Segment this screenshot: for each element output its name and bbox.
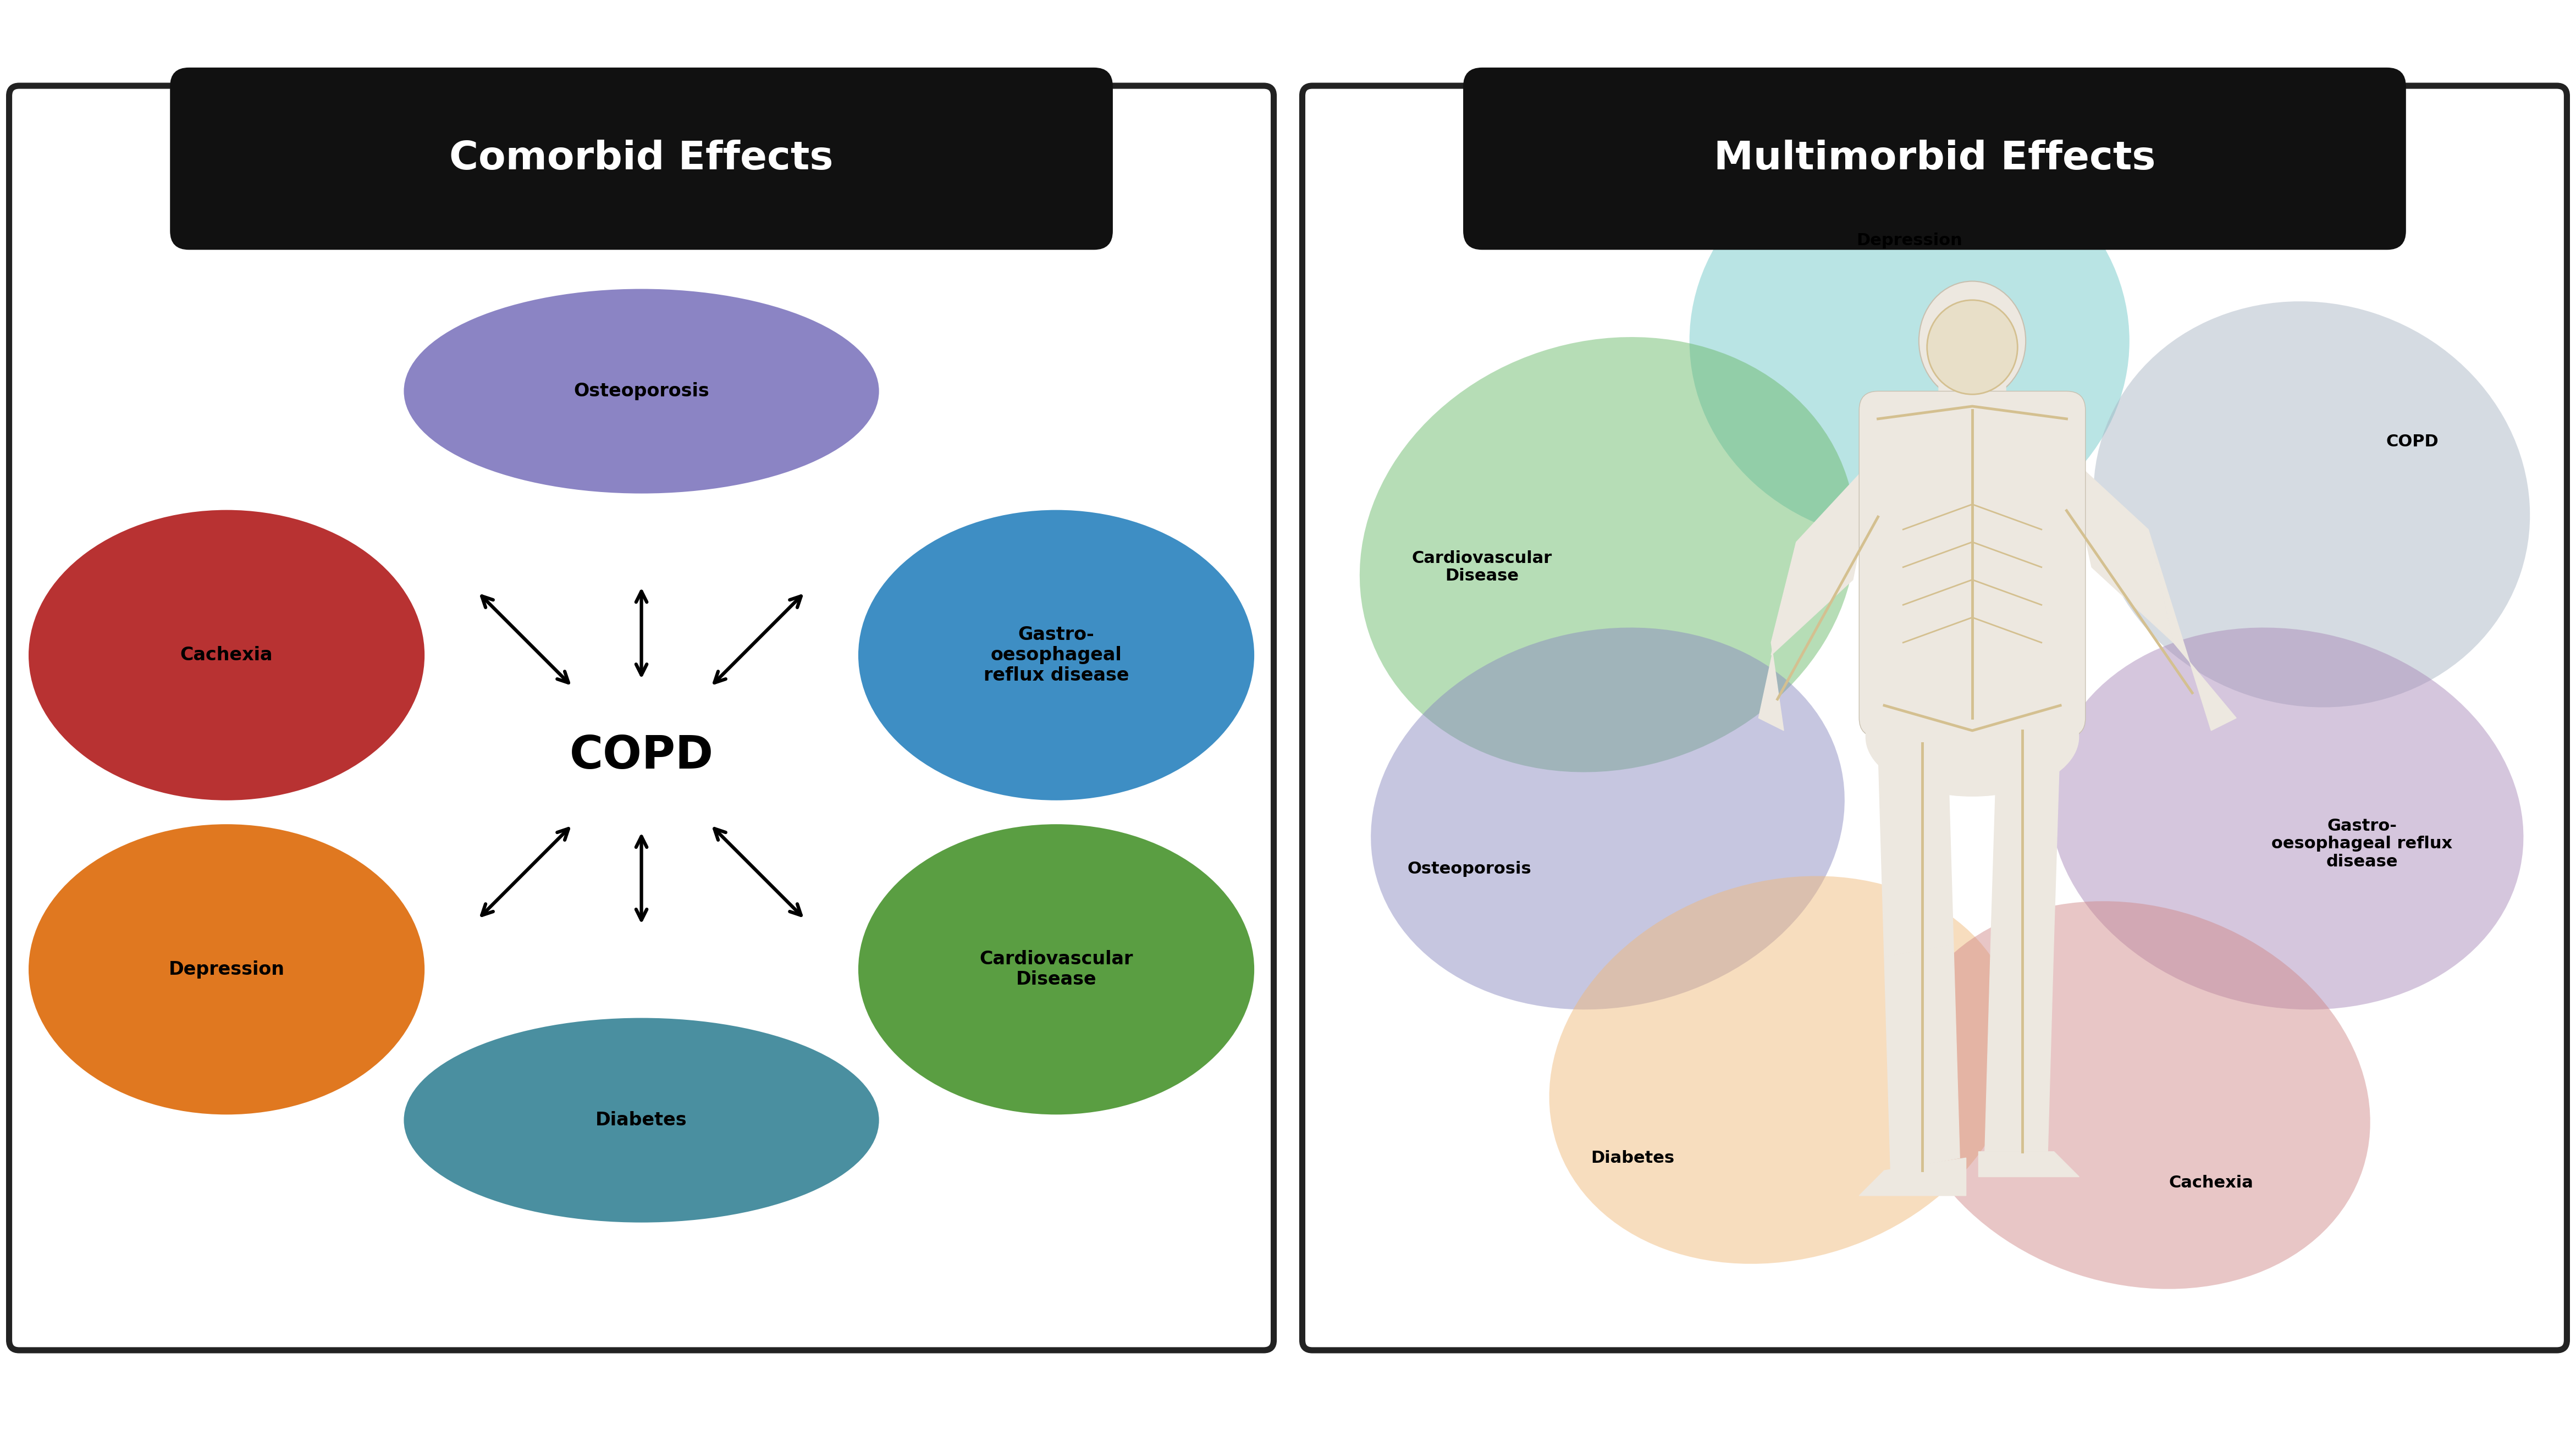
FancyBboxPatch shape xyxy=(170,67,1113,250)
Polygon shape xyxy=(1883,945,1960,1170)
Text: Comorbid Effects: Comorbid Effects xyxy=(448,139,835,178)
Text: Gastro-
oesophageal
reflux disease: Gastro- oesophageal reflux disease xyxy=(984,626,1128,685)
Text: Cardiovascular
Disease: Cardiovascular Disease xyxy=(1412,550,1553,584)
Ellipse shape xyxy=(1690,139,2130,541)
Ellipse shape xyxy=(1901,902,2370,1290)
Text: Depression: Depression xyxy=(1857,233,1963,248)
Text: Osteoporosis: Osteoporosis xyxy=(1406,860,1533,877)
Polygon shape xyxy=(1759,541,1795,731)
Polygon shape xyxy=(1978,1152,2079,1176)
Text: Diabetes: Diabetes xyxy=(595,1111,688,1129)
Ellipse shape xyxy=(404,1018,878,1222)
Text: Cardiovascular
Disease: Cardiovascular Disease xyxy=(979,951,1133,988)
Text: COPD: COPD xyxy=(569,734,714,778)
FancyBboxPatch shape xyxy=(1860,391,2087,737)
Text: Diabetes: Diabetes xyxy=(1592,1150,1674,1166)
Ellipse shape xyxy=(28,510,425,800)
Text: Multimorbid Effects: Multimorbid Effects xyxy=(1713,139,2156,178)
Polygon shape xyxy=(2148,530,2236,731)
Polygon shape xyxy=(1991,731,2061,932)
Polygon shape xyxy=(1986,932,2053,1152)
FancyBboxPatch shape xyxy=(10,86,1273,1350)
Text: COPD: COPD xyxy=(2385,434,2439,449)
Polygon shape xyxy=(1878,731,1953,956)
Polygon shape xyxy=(1860,1157,1965,1196)
Ellipse shape xyxy=(1548,876,2017,1264)
Ellipse shape xyxy=(858,510,1255,800)
Polygon shape xyxy=(1772,454,1878,655)
Ellipse shape xyxy=(2050,628,2524,1010)
Ellipse shape xyxy=(1865,678,2079,797)
Ellipse shape xyxy=(1927,300,2017,395)
Ellipse shape xyxy=(2094,302,2530,708)
Ellipse shape xyxy=(1360,337,1855,773)
Text: Osteoporosis: Osteoporosis xyxy=(574,382,708,401)
Text: Cachexia: Cachexia xyxy=(2169,1175,2254,1190)
FancyBboxPatch shape xyxy=(1463,67,2406,250)
Text: Depression: Depression xyxy=(167,961,283,978)
Ellipse shape xyxy=(404,289,878,494)
Polygon shape xyxy=(2066,454,2174,642)
Ellipse shape xyxy=(28,824,425,1114)
Text: Gastro-
oesophageal reflux
disease: Gastro- oesophageal reflux disease xyxy=(2272,819,2452,870)
Text: Cachexia: Cachexia xyxy=(180,646,273,665)
Ellipse shape xyxy=(1370,628,1844,1010)
Ellipse shape xyxy=(1919,281,2025,401)
Ellipse shape xyxy=(858,824,1255,1114)
FancyBboxPatch shape xyxy=(1937,348,2007,416)
FancyBboxPatch shape xyxy=(1303,86,2566,1350)
